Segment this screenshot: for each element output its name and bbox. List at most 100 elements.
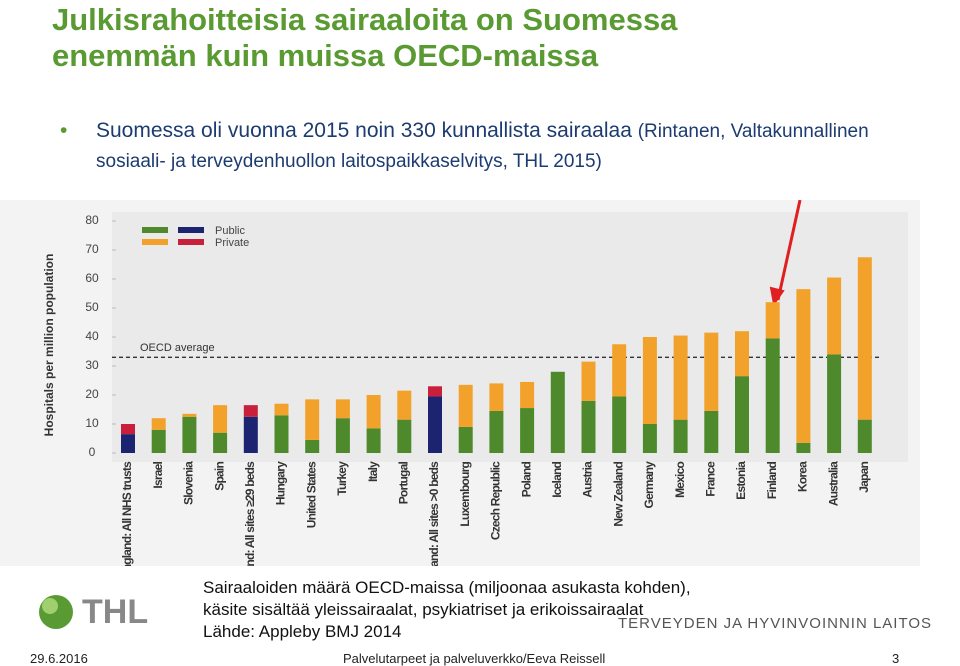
bar-segment: [243, 405, 258, 417]
bar-segment: [458, 426, 473, 453]
x-tick-label: England: All sites >0 beds: [427, 461, 441, 566]
x-tick-label: Iceland: [550, 462, 564, 498]
bar-segment: [857, 419, 872, 453]
slide-title: Julkisrahoitteisia sairaaloita on Suomes…: [52, 2, 677, 74]
bar-segment: [366, 428, 381, 453]
bar-segment: [182, 416, 197, 453]
bullet-source: (Rintanen, Valtakunnallinen sosiaali- ja…: [96, 121, 869, 172]
bar-segment: [765, 302, 780, 339]
bullet-dot: •: [60, 119, 68, 142]
bar-segment: [735, 331, 749, 377]
x-tick-label: Slovenia: [182, 461, 196, 505]
bar-segment: [796, 289, 811, 443]
caption-line: käsite sisältää yleissairaalat, psykiatr…: [203, 600, 644, 619]
bar-segment: [796, 442, 811, 453]
bar-segment: [428, 396, 442, 453]
bar-segment: [765, 338, 780, 453]
logo-mark: [42, 598, 58, 614]
bar-segment: [489, 410, 504, 453]
y-tick-label: 20: [85, 387, 99, 401]
bar-segment: [335, 399, 350, 419]
bar-segment: [366, 395, 381, 429]
bar-segment: [550, 371, 565, 453]
bar-segment: [335, 418, 350, 453]
x-tick-label: England: All NHS trusts: [120, 461, 134, 566]
bar-segment: [612, 344, 627, 397]
bar-segment: [213, 405, 228, 433]
x-tick-label: Estonia: [734, 461, 748, 500]
bar-segment: [673, 419, 688, 453]
legend-swatch: [142, 239, 168, 245]
reference-label: OECD average: [140, 342, 215, 354]
x-tick-label: Austria: [581, 461, 595, 498]
x-tick-label: United States: [304, 461, 318, 528]
footer-page: 3: [892, 651, 900, 666]
title-line: Julkisrahoitteisia sairaaloita on Suomes…: [52, 2, 678, 37]
legend-label: Private: [215, 237, 249, 249]
bar-segment: [581, 361, 596, 401]
bar-segment: [151, 429, 166, 453]
bar-segment: [274, 403, 289, 416]
legend-swatch: [178, 227, 204, 233]
y-axis-label: Hospitals per million population: [42, 254, 56, 437]
bar-segment: [458, 384, 473, 427]
x-tick-label: Italy: [366, 461, 380, 482]
logo-org: TERVEYDEN JA HYVINVOINNIN LAITOS: [618, 615, 933, 632]
legend-label: Public: [215, 225, 245, 237]
bullet: • Suomessa oli vuonna 2015 noin 330 kunn…: [60, 116, 880, 176]
bar-segment: [121, 424, 135, 435]
bar-segment: [642, 424, 657, 453]
bar-segment: [704, 332, 719, 411]
x-tick-label: Germany: [642, 461, 656, 509]
y-tick-label: 40: [85, 329, 99, 343]
footer-center: Palvelutarpeet ja palveluverkko/Eeva Rei…: [343, 651, 606, 666]
x-tick-label: Turkey: [335, 461, 349, 496]
caption-line: Lähde: Appleby BMJ 2014: [203, 622, 402, 641]
x-tick-label: Spain: [212, 462, 226, 491]
y-tick-label: 60: [85, 271, 99, 285]
bar-segment: [274, 415, 289, 453]
legend-swatch: [142, 227, 168, 233]
bar-segment: [735, 376, 749, 453]
chart: Hospitals per million population 0 10 20 30…: [0, 200, 920, 566]
y-tick-label: 80: [85, 213, 99, 227]
bar-segment: [612, 396, 627, 453]
bar-segment: [182, 413, 197, 417]
bar-segment: [704, 410, 719, 453]
x-tick-label: Finland: [765, 462, 779, 500]
bar-segment: [243, 416, 258, 453]
y-tick-label: 30: [85, 358, 99, 372]
bar-segment: [642, 337, 657, 424]
bar-segment: [857, 257, 872, 420]
x-tick-label: Portugal: [396, 462, 410, 505]
x-tick-label: Korea: [796, 461, 810, 492]
x-tick-label: Czech Republic: [489, 461, 503, 540]
x-tick-label: New Zealand: [611, 462, 625, 527]
arrow-head: [769, 286, 785, 307]
y-tick-label: 70: [85, 242, 99, 256]
y-tick-label: 50: [85, 300, 99, 314]
logo-name: THL: [82, 593, 148, 631]
bar-segment: [489, 383, 504, 411]
bar-segment: [520, 408, 535, 453]
bar-segment: [428, 386, 442, 397]
caption: Sairaaloiden määrä OECD-maissa (miljoona…: [203, 577, 691, 643]
bar-segment: [520, 381, 535, 409]
bar-segment: [151, 418, 166, 430]
bar-segment: [397, 390, 412, 420]
x-tick-label: England: All sites ≥29 beds: [243, 461, 257, 566]
bar-segment: [581, 400, 596, 453]
x-tick-label: France: [703, 461, 717, 497]
y-tick-label: 0: [89, 445, 96, 459]
footer-date: 29.6.2016: [30, 651, 88, 666]
bar-segment: [673, 335, 688, 420]
bullet-text: Suomessa oli vuonna 2015 noin 330 kunnal…: [96, 119, 632, 142]
caption-line: Sairaaloiden määrä OECD-maissa (miljoona…: [203, 578, 691, 597]
x-tick-label: Poland: [519, 462, 533, 498]
bullet-body: Suomessa oli vuonna 2015 noin 330 kunnal…: [96, 116, 880, 176]
y-tick-label: 10: [85, 416, 99, 430]
bar-segment: [397, 419, 412, 453]
bar-segment: [121, 434, 135, 453]
x-tick-label: Japan: [857, 462, 871, 493]
